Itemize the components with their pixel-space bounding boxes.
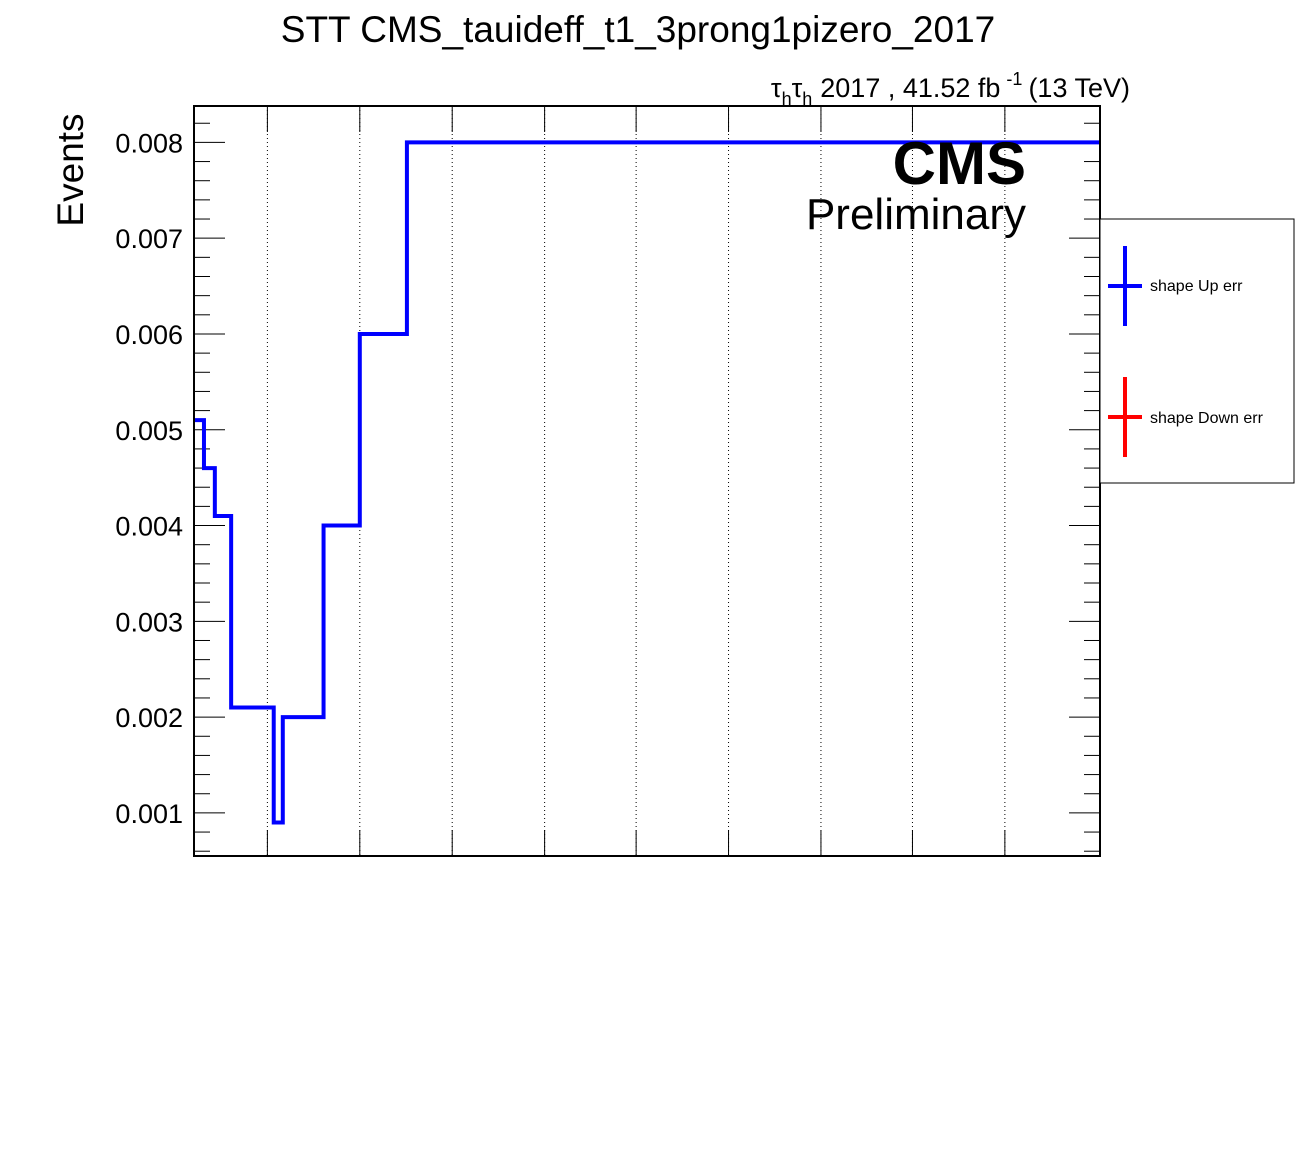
lumi-text: 2017 , 41.52 fb: [820, 73, 1000, 103]
y-tick-label-5: 0.006: [115, 320, 183, 350]
y-tick-label-6: 0.007: [115, 224, 183, 254]
cms-label: CMS: [893, 130, 1026, 197]
series-layer: [194, 140, 1100, 825]
lumi-tau-2: τ: [792, 73, 803, 103]
y-tick-label-4: 0.005: [115, 416, 183, 446]
series-line-0: [194, 140, 1100, 825]
legend-entry-up: shape Up err: [1108, 246, 1243, 326]
legend-entry-down: shape Down err: [1108, 377, 1264, 457]
y-tick-labels: 0.001 0.002 0.003 0.004 0.005 0.006 0.007 0.008: [115, 128, 183, 828]
lumi-energy: (13 TeV): [1028, 73, 1130, 103]
lumi-sup: -1: [1006, 69, 1022, 89]
y-axis-label: Events: [50, 113, 91, 226]
y-tick-label-3: 0.004: [115, 512, 183, 542]
y-tick-label-0: 0.001: [115, 799, 183, 829]
chart-title: STT CMS_tauideff_t1_3prong1pizero_2017: [281, 9, 995, 50]
grid-lines: [266, 106, 1006, 856]
preliminary-label: Preliminary: [806, 190, 1026, 239]
legend-box: [1099, 218, 1295, 484]
lumi-label: τhτh 2017 , 41.52 fb -1 (13 TeV): [771, 69, 1130, 109]
y-tick-label-7: 0.008: [115, 128, 183, 158]
lumi-tau-1: τ: [771, 73, 782, 103]
legend-label-up: shape Up err: [1150, 278, 1243, 295]
y-axis-ticks: [194, 122, 1100, 852]
y-tick-label-2: 0.003: [115, 607, 183, 637]
y-tick-label-1: 0.002: [115, 703, 183, 733]
legend-label-down: shape Down err: [1150, 410, 1264, 427]
lumi-sub-2: h: [802, 89, 812, 109]
legend: shape Up err shape Down err: [1099, 218, 1295, 484]
lumi-sub-1: h: [782, 89, 792, 109]
